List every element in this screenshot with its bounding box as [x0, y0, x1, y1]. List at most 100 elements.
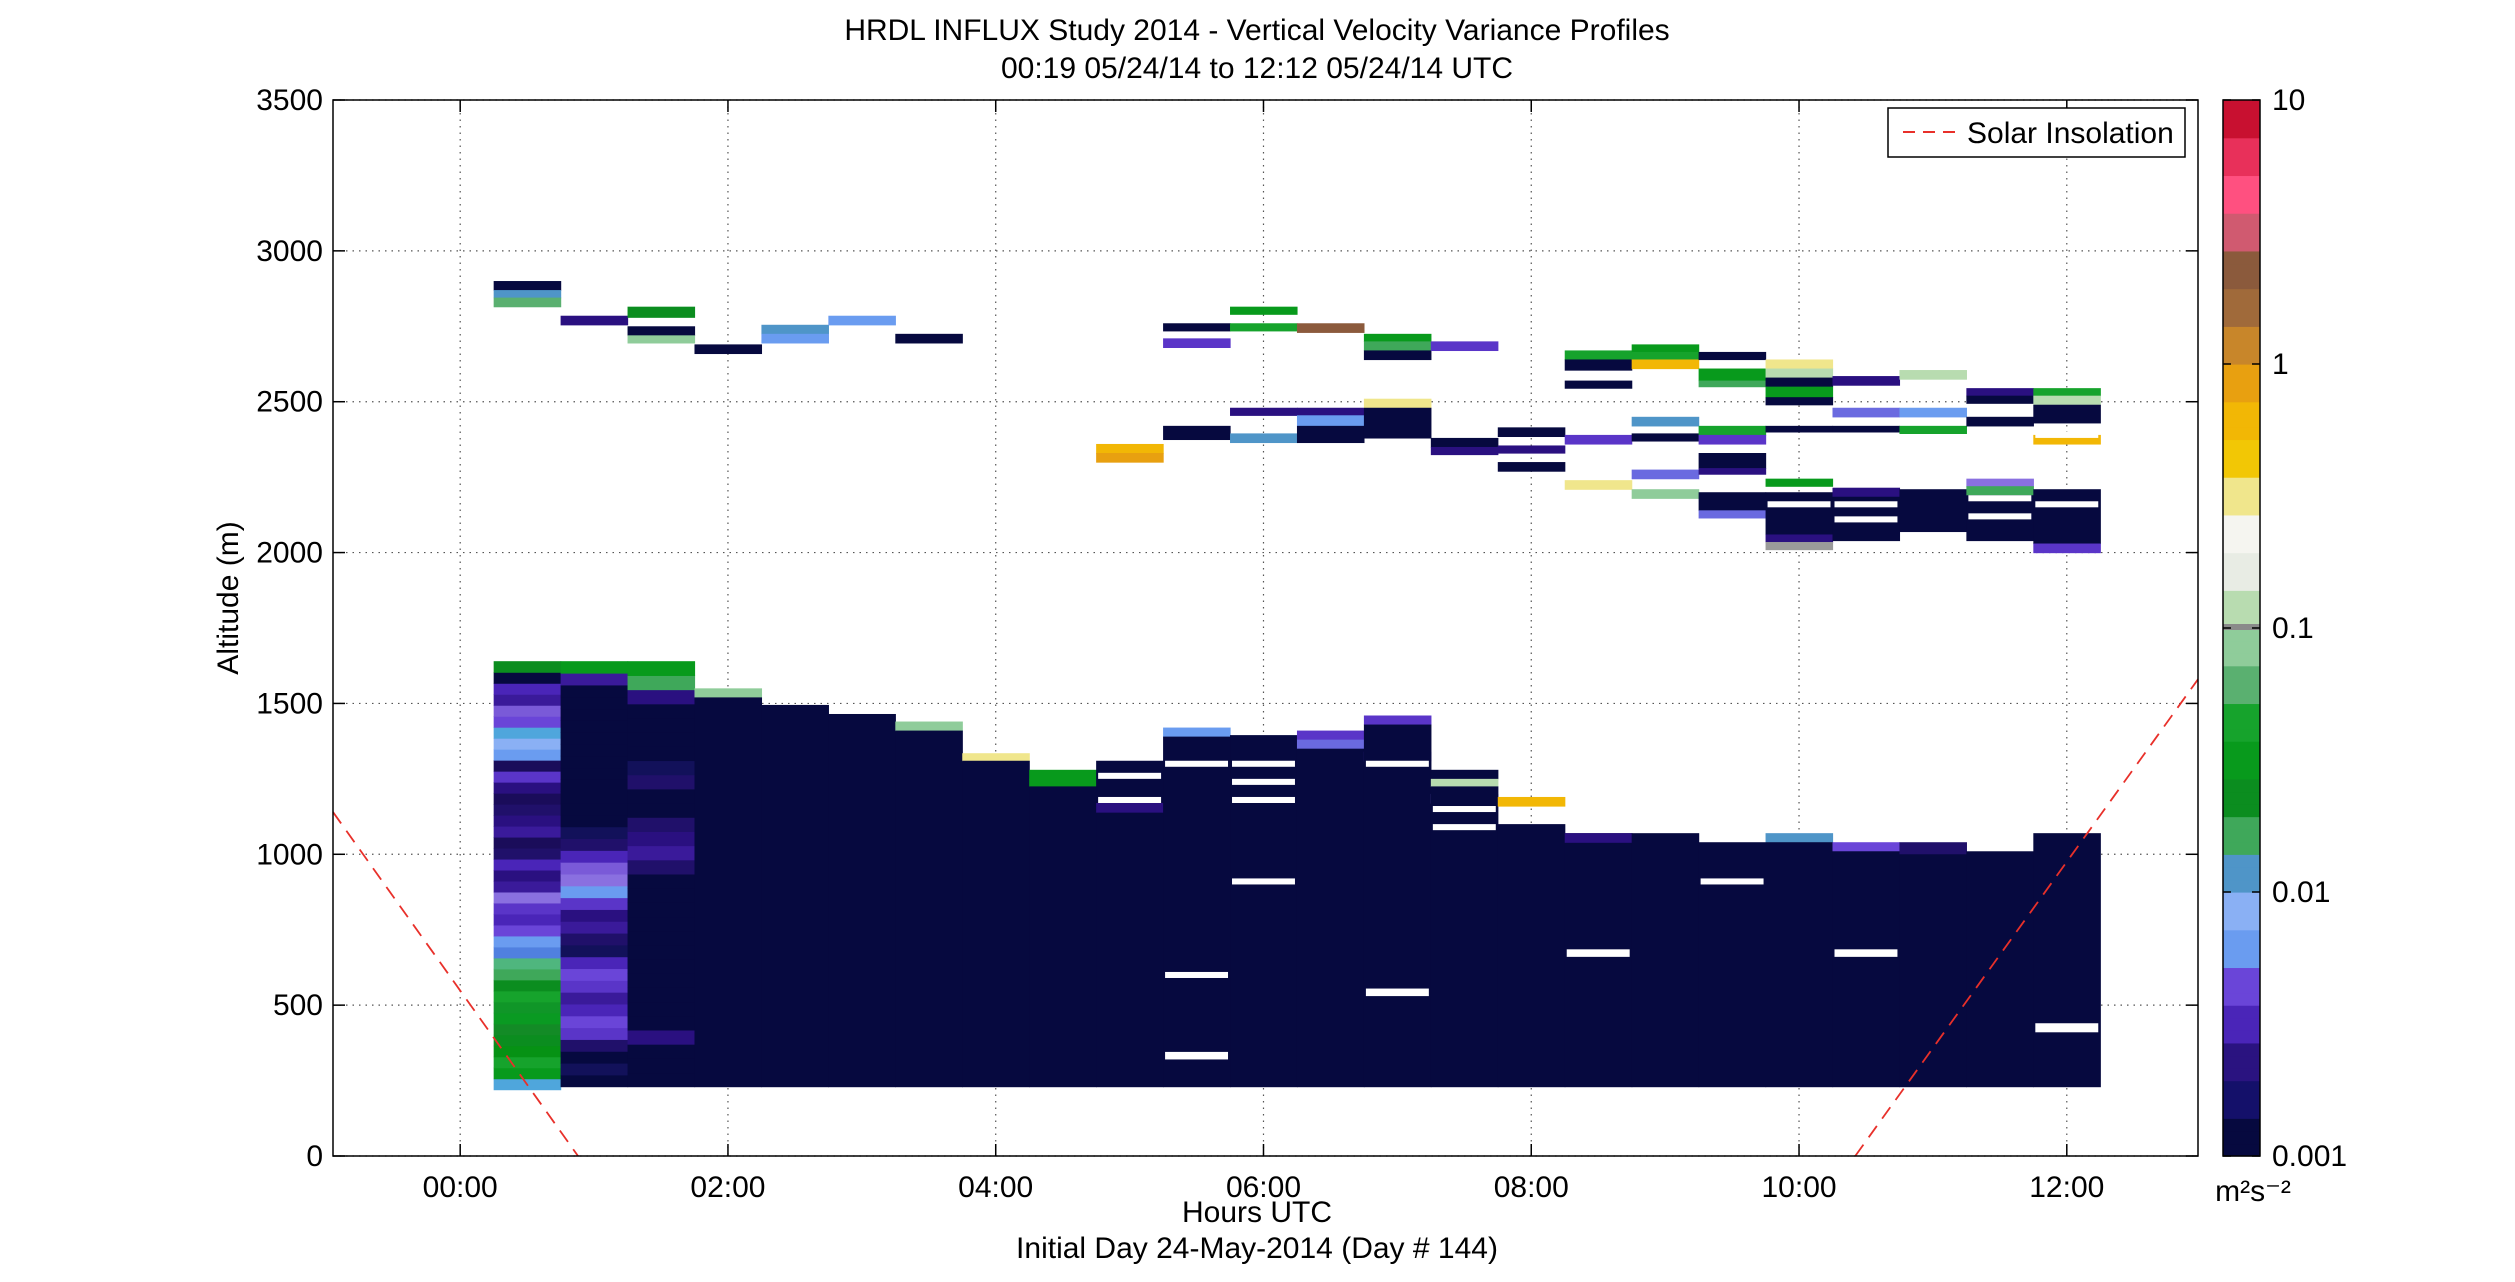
data-cell [1765, 397, 1834, 406]
data-gap [1834, 501, 1898, 508]
colorbar-segment [2223, 364, 2260, 378]
data-cell [1765, 425, 1834, 433]
data-cell [560, 767, 629, 780]
colorbar-segment [2223, 954, 2260, 969]
data-cell [560, 968, 629, 981]
data-cell [560, 944, 629, 958]
colorbar-tick-label: 0.001 [2272, 1140, 2347, 1173]
data-cell [2033, 395, 2101, 406]
data-cell [493, 913, 562, 926]
colorbar-segment [2223, 188, 2260, 202]
data-cell [493, 1001, 562, 1014]
data-cell [627, 958, 696, 974]
data-cell [1631, 489, 1700, 499]
data-cell [1966, 486, 2034, 496]
colorbar-segment [2223, 1093, 2260, 1107]
data-cell [493, 771, 562, 783]
data-cell [1832, 842, 1901, 852]
data-cell [627, 859, 696, 875]
data-cell [560, 980, 629, 993]
data-cell [1966, 478, 2034, 487]
data-gap [1165, 1051, 1229, 1060]
data-cell [1296, 748, 1365, 1088]
data-cell [627, 306, 696, 318]
colorbar-segment [2223, 640, 2260, 654]
data-cell [493, 990, 562, 1003]
data-cell [1564, 380, 1633, 389]
data-gap [1165, 971, 1229, 978]
data-cell [493, 793, 562, 805]
data-gap [1365, 988, 1429, 997]
data-cell [1430, 446, 1499, 456]
data-cell [1765, 478, 1834, 487]
data-cell [1832, 407, 1901, 418]
data-cell [627, 788, 696, 804]
colorbar-segment [2223, 804, 2260, 818]
data-cell [1698, 434, 1767, 445]
data-cell [694, 344, 763, 355]
data-cell [2033, 833, 2101, 1088]
data-cell [560, 1051, 629, 1064]
data-gap [1165, 760, 1229, 767]
data-cell [493, 672, 562, 684]
data-cell [627, 873, 696, 889]
data-cell [1966, 388, 2034, 397]
data-cell [828, 713, 896, 1088]
data-cell [1899, 842, 1967, 855]
data-cell [560, 802, 629, 816]
data-cell [1765, 377, 1834, 388]
data-cell [493, 705, 562, 717]
data-cell [1096, 802, 1164, 813]
data-cell [1296, 730, 1365, 741]
data-cell [761, 324, 829, 335]
data-gap [1232, 796, 1295, 803]
x-tick-label: 04:00 [958, 1171, 1033, 1204]
data-cell [2033, 489, 2101, 545]
data-cell [1430, 778, 1499, 787]
colorbar-segment [2223, 904, 2260, 918]
data-cell [627, 944, 696, 960]
x-axis-label-2: Initial Day 24-May-2014 (Day # 144) [1016, 1232, 1498, 1265]
colorbar-segment [2223, 1143, 2260, 1157]
colorbar-segment [2223, 389, 2260, 403]
data-cell [627, 802, 696, 818]
data-cell [493, 760, 562, 772]
data-cell [1899, 370, 1967, 380]
data-cell [1966, 395, 2034, 404]
colorbar-segment [2223, 137, 2260, 151]
data-cell [560, 850, 629, 863]
data-cell [493, 1012, 562, 1025]
data-cell [560, 315, 629, 326]
data-cell [560, 779, 629, 792]
colorbar-segment [2223, 665, 2260, 679]
data-cell [560, 992, 629, 1005]
y-tick-label: 1500 [256, 687, 323, 720]
colorbar-segment [2223, 854, 2260, 868]
data-cell [1029, 769, 1097, 780]
data-cell [560, 956, 629, 970]
data-cell [1899, 407, 1967, 418]
colorbar-segment [2223, 502, 2260, 516]
colorbar-segment [2223, 1042, 2260, 1057]
data-cell [627, 1044, 696, 1059]
data-cell [2033, 388, 2101, 397]
data-cell [493, 749, 562, 761]
data-cell [1765, 534, 1834, 543]
colorbar-tick-label: 10 [2272, 84, 2305, 117]
chart-subtitle: 00:19 05/24/14 to 12:12 05/24/14 UTC [1001, 52, 1513, 85]
colorbar-segment [2223, 112, 2260, 126]
colorbar-segment [2223, 250, 2260, 265]
colorbar-segment [2223, 766, 2260, 780]
data-cell [560, 1062, 629, 1076]
data-cell [493, 979, 562, 992]
colorbar-segment [2223, 929, 2260, 943]
colorbar-segment [2223, 967, 2260, 981]
colorbar-segment [2223, 540, 2260, 554]
data-gap [1834, 516, 1898, 523]
data-cell [627, 717, 696, 733]
data-cell [627, 930, 696, 946]
data-cell [1163, 338, 1231, 349]
data-cell [627, 831, 696, 847]
data-cell [560, 862, 629, 875]
data-cell [1163, 736, 1231, 1088]
